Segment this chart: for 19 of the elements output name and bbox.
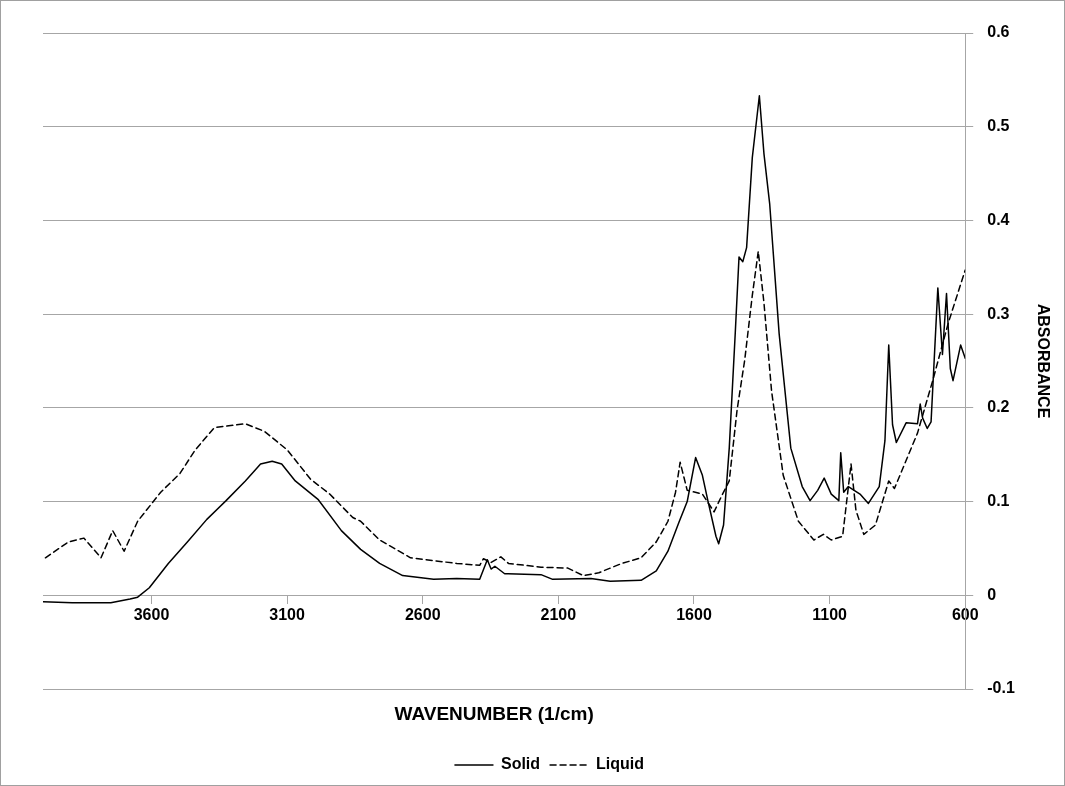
y-tick-label: -0.1 — [987, 679, 1015, 697]
y-tick-label: 0.6 — [987, 23, 1010, 41]
x-tick-label: 600 — [951, 606, 979, 624]
y-tick-label: 0.3 — [987, 304, 1010, 322]
y-tick-label: 0.4 — [987, 210, 1010, 228]
x-tick-label: 1600 — [676, 606, 712, 624]
x-tick-label: 1100 — [812, 606, 848, 624]
y-axis-title: ABSORBANCE — [1034, 303, 1052, 419]
x-tick-label: 3100 — [269, 606, 306, 624]
x-axis-title: WAVENUMBER (1/cm) — [394, 703, 594, 725]
y-tick-label: 0.1 — [987, 491, 1010, 509]
y-tick-label: 0.5 — [987, 117, 1010, 135]
x-tick-label: 2600 — [404, 606, 441, 624]
y-tick-label: 0 — [987, 585, 997, 603]
y-tick-label: 0.2 — [987, 398, 1010, 416]
x-tick-label: 2100 — [540, 606, 577, 624]
legend-label: Liquid — [596, 755, 645, 773]
legend-label: Solid — [500, 755, 541, 773]
x-tick-label: 3600 — [133, 606, 170, 624]
